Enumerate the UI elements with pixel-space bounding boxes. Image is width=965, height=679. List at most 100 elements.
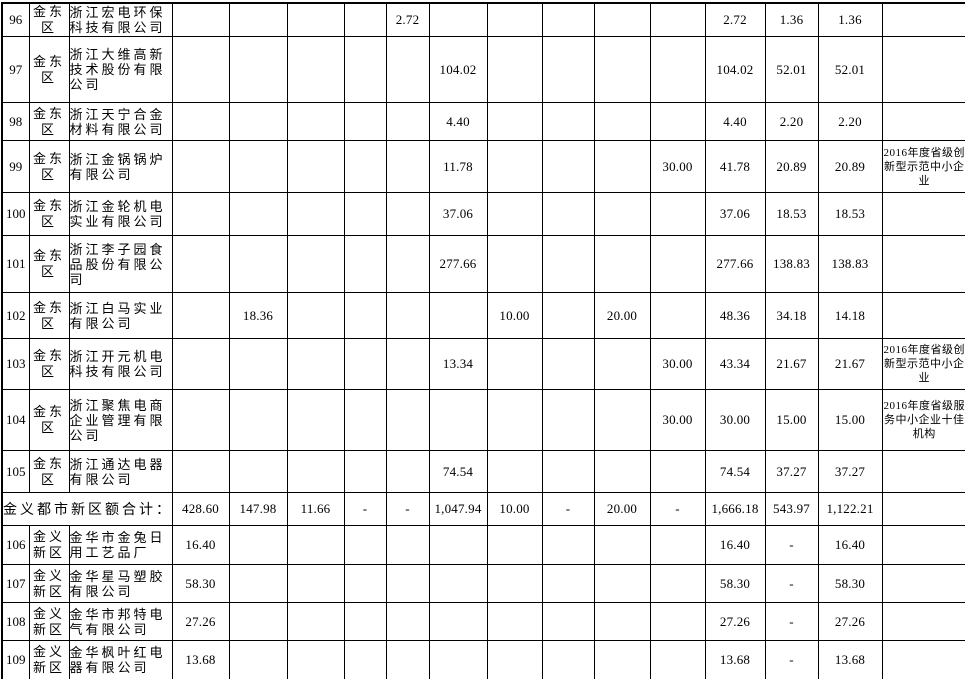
value-cell (228, 338, 288, 390)
value-cell (286, 450, 345, 493)
value-cell: 11.78 (428, 140, 488, 193)
value-cell: 1,122.21 (817, 492, 883, 526)
company-name-cell: 浙江天宁合金材料有限公司 (68, 102, 173, 141)
value-cell (649, 564, 706, 603)
value-cell: 34.18 (764, 292, 819, 339)
value-cell (385, 192, 430, 236)
value-cell: 16.40 (704, 525, 766, 565)
value-cell: 18.53 (817, 192, 883, 236)
value-cell (541, 564, 595, 603)
value-cell (541, 292, 595, 339)
note-cell (881, 492, 965, 526)
value-cell: 4.40 (428, 102, 488, 141)
value-cell (428, 389, 488, 451)
value-cell (286, 192, 345, 236)
company-name-cell: 金华市邦特电气有限公司 (68, 602, 173, 641)
district-cell: 金东区 (28, 36, 70, 103)
value-cell (228, 2, 288, 37)
value-cell (649, 102, 706, 141)
table-row: 102 金东区 浙江白马实业有限公司 18.36 10.00 20.00 48.36 34.1… (1, 292, 965, 339)
company-name-cell: 金华市金兔日用工艺品厂 (68, 525, 173, 565)
row-number: 106 (1, 525, 30, 565)
value-cell: 20.00 (593, 292, 651, 339)
table-row: 104 金东区 浙江聚焦电商企业管理有限公司 30.00 30.00 15.00 15.00… (1, 389, 965, 451)
value-cell: 18.53 (764, 192, 819, 236)
value-cell (385, 640, 430, 679)
value-cell: 27.26 (171, 602, 230, 641)
value-cell: 52.01 (817, 36, 883, 103)
value-cell (228, 389, 288, 451)
value-cell (343, 564, 387, 603)
table-row: 109 金义新区 金华枫叶红电器有限公司 13.68 13.68-13.68 (1, 640, 965, 679)
value-cell (286, 140, 345, 193)
value-cell: - (649, 492, 706, 526)
value-cell (286, 235, 345, 293)
value-cell: 37.06 (428, 192, 488, 236)
note-cell: 2016年度省级创新型示范中小企业 (881, 338, 965, 390)
value-cell: 428.60 (171, 492, 230, 526)
value-cell: 52.01 (764, 36, 819, 103)
value-cell (343, 338, 387, 390)
row-number: 99 (1, 140, 30, 193)
value-cell: 543.97 (764, 492, 819, 526)
note-cell (881, 564, 965, 603)
value-cell (385, 292, 430, 339)
value-cell: 2.72 (704, 2, 766, 37)
value-cell (428, 2, 488, 37)
value-cell: 2.72 (385, 2, 430, 37)
district-cell: 金义新区 (28, 602, 70, 641)
value-cell (286, 389, 345, 451)
value-cell: 30.00 (649, 389, 706, 451)
value-cell: - (541, 492, 595, 526)
value-cell: 58.30 (704, 564, 766, 603)
table-row: 96 金东区 浙江宏电环保科技有限公司 2.72 2.72 1.36 1.36 (1, 2, 965, 37)
value-cell (486, 338, 543, 390)
note-cell (881, 192, 965, 236)
value-cell (228, 525, 288, 565)
value-cell (343, 2, 387, 37)
value-cell (428, 292, 488, 339)
value-cell (486, 192, 543, 236)
value-cell (343, 192, 387, 236)
district-cell: 金东区 (28, 338, 70, 390)
value-cell (385, 36, 430, 103)
company-name-cell: 金华枫叶红电器有限公司 (68, 640, 173, 679)
value-cell (343, 140, 387, 193)
company-name-cell: 金华星马塑胶有限公司 (68, 564, 173, 603)
value-cell: 30.00 (704, 389, 766, 451)
value-cell (593, 338, 651, 390)
note-cell (881, 36, 965, 103)
value-cell: 11.66 (286, 492, 345, 526)
value-cell (385, 102, 430, 141)
value-cell: 16.40 (171, 525, 230, 565)
value-cell (343, 389, 387, 451)
value-cell (343, 292, 387, 339)
row-number: 97 (1, 36, 30, 103)
value-cell: - (764, 602, 819, 641)
value-cell: 41.78 (704, 140, 766, 193)
value-cell: - (764, 525, 819, 565)
value-cell (286, 640, 345, 679)
value-cell (286, 102, 345, 141)
value-cell (171, 338, 230, 390)
value-cell (228, 192, 288, 236)
row-number: 102 (1, 292, 30, 339)
value-cell (593, 140, 651, 193)
value-cell: 16.40 (817, 525, 883, 565)
note-cell: 2016年度省级服务中小企业十佳机构 (881, 389, 965, 451)
value-cell (649, 450, 706, 493)
note-cell (881, 2, 965, 37)
value-cell (228, 235, 288, 293)
table-row: 98 金东区 浙江天宁合金材料有限公司 4.40 4.40 2.20 2.20 (1, 102, 965, 141)
table-row: 101 金东区 浙江李子园食品股份有限公司 277.66 277.66 138.83 138… (1, 235, 965, 293)
value-cell (228, 640, 288, 679)
value-cell (171, 36, 230, 103)
table-row: 107 金义新区 金华星马塑胶有限公司 58.30 58.30-58.30 (1, 564, 965, 603)
value-cell: 37.06 (704, 192, 766, 236)
company-name-cell: 浙江通达电器有限公司 (68, 450, 173, 493)
table-row: 100 金东区 浙江金轮机电实业有限公司 37.06 37.06 18.53 18.53 (1, 192, 965, 236)
value-cell (486, 2, 543, 37)
value-cell (428, 640, 488, 679)
value-cell: 138.83 (764, 235, 819, 293)
